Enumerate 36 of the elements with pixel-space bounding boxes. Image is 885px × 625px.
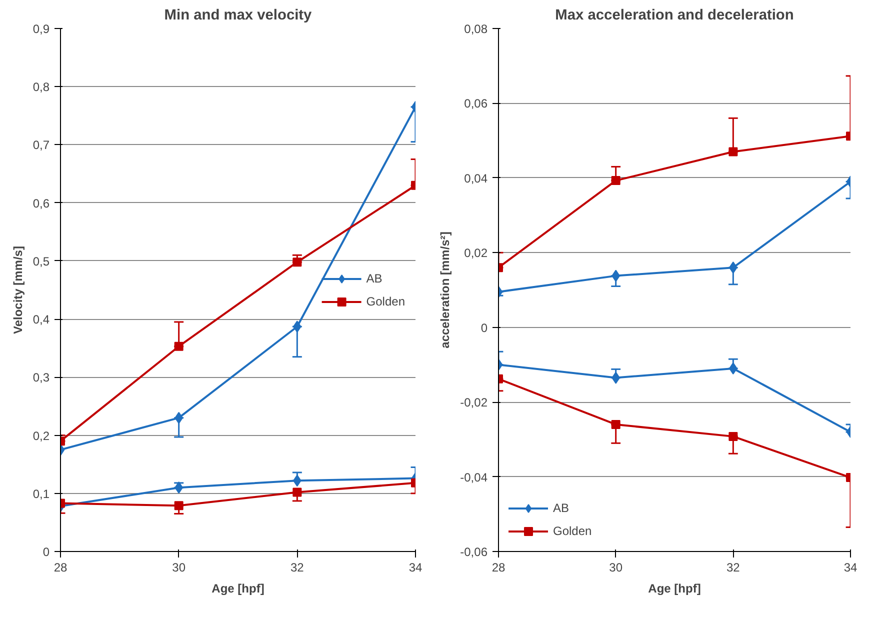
x-tick-label: 32 [290, 560, 304, 574]
legend-label: Golden [553, 524, 592, 538]
x-axis-title: Age [hpf] [212, 582, 264, 596]
legend-label: AB [366, 271, 384, 285]
y-tick-label: 0,5 [32, 254, 50, 268]
y-tick-label: -0,04 [460, 470, 488, 484]
y-tick-label: 0,8 [32, 80, 50, 94]
y-tick-label: 0,08 [464, 22, 488, 36]
x-tick-label: 28 [54, 560, 68, 574]
y-axis-title: Velocity [mm/s] [10, 246, 25, 334]
y-tick-label: -0,06 [460, 545, 488, 559]
y-tick-label: 0,6 [32, 196, 50, 210]
chart-title: Min and max velocity [164, 8, 313, 24]
x-tick-label: 32 [726, 560, 740, 574]
legend-label: AB [553, 501, 570, 515]
legend-label: Golden [366, 294, 405, 308]
y-tick-label: 0,4 [32, 312, 50, 327]
y-tick-label: 0,06 [464, 96, 488, 111]
y-tick-label: 0 [42, 545, 50, 559]
y-axis-title: acceleration [mm/s²] [438, 232, 452, 348]
x-tick-label: 30 [609, 560, 623, 574]
x-axis-title: Age [hpf] [648, 582, 701, 596]
chart-title: Max acceleration and deceleration [555, 8, 794, 24]
y-tick-label: 0,1 [32, 486, 50, 501]
y-tick-label: 0,9 [32, 22, 50, 36]
x-tick-label: 34 [844, 560, 858, 574]
y-tick-label: 0,3 [32, 370, 50, 385]
y-tick-label: 0,7 [32, 138, 50, 152]
y-tick-label: 0 [480, 320, 488, 335]
x-tick-label: 28 [492, 560, 506, 574]
y-tick-label: 0,2 [32, 428, 50, 443]
y-tick-label: 0,02 [464, 246, 488, 260]
y-tick-label: 0,04 [464, 171, 488, 186]
x-tick-label: 34 [408, 560, 422, 574]
x-tick-label: 30 [172, 560, 186, 574]
y-tick-label: -0,02 [460, 396, 488, 410]
